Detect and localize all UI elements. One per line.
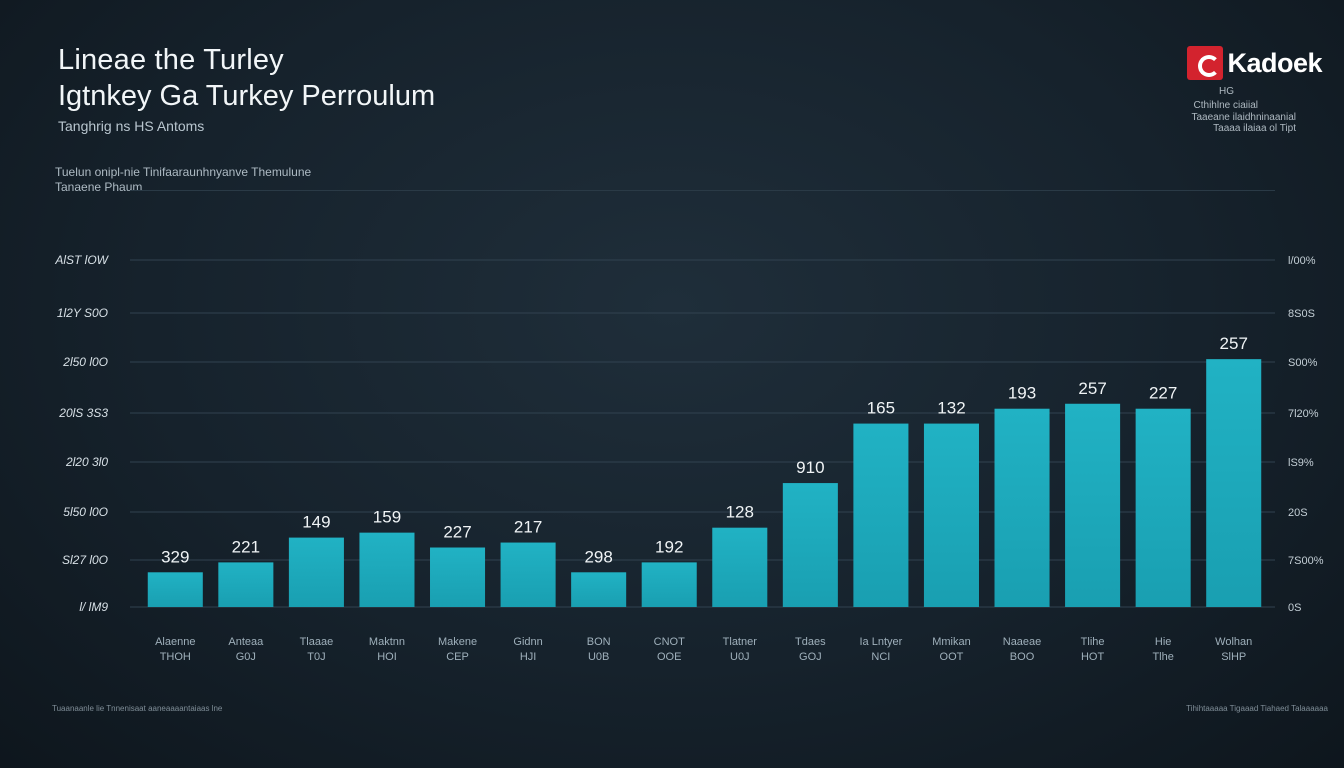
x-category-sublabel: Tlhe xyxy=(1152,651,1173,663)
bar-value-label: 221 xyxy=(232,537,260,556)
bar xyxy=(782,483,838,607)
chart-note-line1: Tuelun onipl-nie Tinifaaraunhnyanve Them… xyxy=(55,165,312,179)
y-tick-label-left: l/ lM9 xyxy=(79,600,108,614)
bar-value-label: 128 xyxy=(726,503,754,522)
y-tick-label-right: 0S xyxy=(1288,602,1301,614)
y-tick-label-right: 7l20% xyxy=(1288,408,1319,420)
x-category-label: Anteaa xyxy=(228,636,264,648)
x-category-label: Tdaes xyxy=(795,636,826,648)
x-category-label: Ia Lntyer xyxy=(860,636,903,648)
bar xyxy=(218,562,274,607)
x-category-sublabel: OOE xyxy=(657,651,681,663)
bar xyxy=(288,537,344,607)
y-tick-label-left: 5l50 l0O xyxy=(63,505,108,519)
x-category-sublabel: T0J xyxy=(307,651,325,663)
bar xyxy=(147,572,203,607)
bar xyxy=(359,532,415,607)
bar xyxy=(641,562,697,607)
x-category-label: Tlihe xyxy=(1081,636,1105,648)
bar xyxy=(500,542,556,607)
x-category-label: CNOT xyxy=(654,636,685,648)
x-category-label: Wolhan xyxy=(1215,636,1252,648)
x-category-label: Tlaaae xyxy=(300,636,334,648)
x-category-sublabel: THOH xyxy=(160,651,191,663)
bar xyxy=(571,572,627,607)
bar-value-label: 910 xyxy=(796,458,824,477)
x-category-label: Mmikan xyxy=(932,636,971,648)
bar xyxy=(853,423,909,607)
x-category-sublabel: U0J xyxy=(730,651,750,663)
bar-value-label: 193 xyxy=(1008,384,1036,403)
x-category-label: BON xyxy=(587,636,611,648)
bar xyxy=(923,423,979,607)
bar-value-label: 329 xyxy=(161,547,189,566)
brand-sub-line3: Taaeane ilaidhninaanial xyxy=(1191,112,1296,123)
x-category-label: Tlatner xyxy=(723,636,758,648)
bar-value-label: 132 xyxy=(937,399,965,418)
bar xyxy=(1065,403,1121,607)
y-tick-label-left: 20lS 3S3 xyxy=(58,406,108,420)
x-category-label: Maktnn xyxy=(369,636,405,648)
footer-source-right: Tihihtaaaaa Tigaaad Tiahaed Talaaaaaa xyxy=(1186,704,1328,713)
brand-mark-icon xyxy=(1187,46,1224,80)
brand-sub-line2: Cthihlne ciaiial xyxy=(1193,100,1258,111)
x-category-label: Gidnn xyxy=(513,636,542,648)
x-category-sublabel: NCI xyxy=(871,651,890,663)
chart-note-line2: Tanaene Phaum xyxy=(55,180,143,194)
y-tick-label-right: l/00% xyxy=(1288,255,1316,267)
bar-value-label: 159 xyxy=(373,508,401,527)
brand-sub-line4: Taaaa ilaiaa ol Tipt xyxy=(1213,123,1296,134)
x-category-sublabel: G0J xyxy=(236,651,256,663)
bar-value-label: 165 xyxy=(867,399,895,418)
x-category-sublabel: BOO xyxy=(1010,651,1035,663)
bar-value-label: 298 xyxy=(584,547,612,566)
bar-value-label: 149 xyxy=(302,513,330,532)
bar xyxy=(1206,359,1262,607)
chart-title-line2: Igtnkey Ga Turkey Perroulum xyxy=(58,80,436,112)
brand-sub-line1: HG xyxy=(1219,86,1234,97)
y-tick-label-right: 8S0S xyxy=(1288,308,1315,320)
x-category-label: Makene xyxy=(438,636,477,648)
x-category-label: Alaenne xyxy=(155,636,195,648)
bar xyxy=(712,527,768,607)
x-category-label: Hie xyxy=(1155,636,1172,648)
bar-value-label: 227 xyxy=(443,523,471,542)
y-tick-label-left: Sl27 l0O xyxy=(62,553,108,567)
y-tick-label-right: 20S xyxy=(1288,507,1308,519)
chart-subtitle: Tanghrig ns HS Antoms xyxy=(58,118,205,134)
y-tick-label-left: AlST lOW xyxy=(54,253,109,267)
brand-logo: Kadoek xyxy=(1187,46,1322,80)
bar xyxy=(994,408,1050,607)
bar xyxy=(1135,408,1191,607)
bar xyxy=(430,547,486,607)
bar-value-label: 257 xyxy=(1078,379,1106,398)
y-tick-label-right: 7S00% xyxy=(1288,555,1324,567)
x-category-sublabel: SlHP xyxy=(1221,651,1246,663)
x-category-sublabel: HJI xyxy=(520,651,537,663)
x-category-sublabel: GOJ xyxy=(799,651,822,663)
bar-value-label: 217 xyxy=(514,518,542,537)
x-category-sublabel: OOT xyxy=(940,651,964,663)
bar-value-label: 257 xyxy=(1220,334,1248,353)
y-tick-label-left: 2l50 l0O xyxy=(62,355,108,369)
x-category-sublabel: HOI xyxy=(377,651,397,663)
bar-value-label: 192 xyxy=(655,537,683,556)
bar-value-label: 227 xyxy=(1149,384,1177,403)
x-category-sublabel: CEP xyxy=(446,651,469,663)
x-category-sublabel: U0B xyxy=(588,651,609,663)
x-category-sublabel: HOT xyxy=(1081,651,1105,663)
y-tick-label-left: 2l20 3l0 xyxy=(65,455,108,469)
footer-source-left: Tuaanaanle lie Tnnenisaat aaneaaaantaiaa… xyxy=(52,704,223,713)
y-tick-label-left: 1l2Y S0O xyxy=(57,306,108,320)
y-tick-label-right: lS9% xyxy=(1288,457,1314,469)
y-tick-label-right: S00% xyxy=(1288,357,1318,369)
x-category-label: Naaeae xyxy=(1003,636,1042,648)
chart-title-line1: Lineae the Turley xyxy=(58,44,284,76)
brand-name: Kadoek xyxy=(1227,47,1322,78)
header-divider xyxy=(130,190,1275,191)
